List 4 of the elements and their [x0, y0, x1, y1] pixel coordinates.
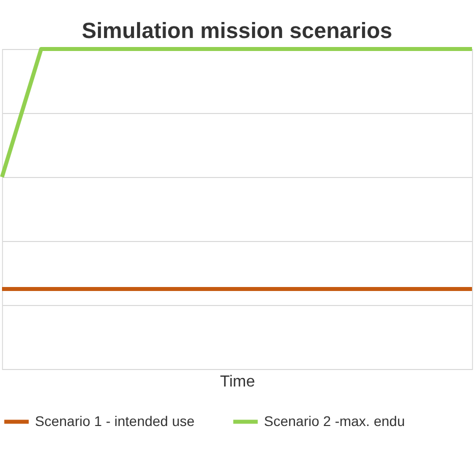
legend-label: Scenario 1 - intended use [35, 412, 195, 429]
legend-label: Scenario 2 -max. endu [264, 412, 405, 429]
x-axis-title: Time [220, 374, 256, 390]
chart-title: Simulation mission scenarios [82, 18, 392, 43]
